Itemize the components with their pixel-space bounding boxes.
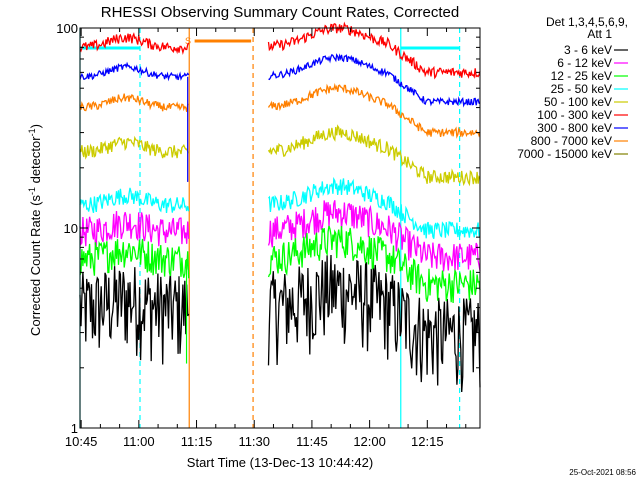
legend-label-3: 25 - 50 keV: [551, 82, 612, 96]
legend-label-8: 7000 - 15000 keV: [517, 147, 612, 161]
series-line-7-pre: [79, 93, 189, 112]
series-line-0-pre: [79, 266, 190, 365]
y-axis-label-sup2: -1: [27, 128, 37, 136]
series-line-1-post: [267, 200, 481, 272]
legend-label-1: 6 - 12 keV: [557, 56, 612, 70]
saa-label: S: [185, 36, 191, 46]
series-line-0-post: [267, 254, 481, 393]
x-tick-label-0: 10:45: [65, 434, 98, 449]
legend-header-line2: Att 1: [587, 27, 612, 41]
legend-label-6: 300 - 800 keV: [537, 121, 612, 135]
series-line-6-pre: [79, 61, 190, 82]
legend-header-line1: Det 1,3,4,5,6,9,: [546, 15, 628, 29]
timestamp: 25-Oct-2021 08:56: [569, 468, 636, 477]
legend-label-5: 100 - 300 keV: [537, 108, 612, 122]
y-tick-label-1: 10: [64, 221, 78, 236]
legend-label-0: 3 - 6 keV: [564, 43, 612, 57]
chart-title: RHESSI Observing Summary Count Rates, Co…: [101, 4, 459, 21]
series-line-4-pre: [79, 135, 190, 160]
y-axis-label: Corrected Count Rate (s-1 detector-1): [27, 124, 43, 336]
x-tick-label-2: 11:15: [181, 434, 213, 449]
series-line-7-post: [267, 82, 481, 139]
series-line-5-post: [267, 21, 481, 80]
y-tick-label-2: 100: [56, 21, 78, 36]
x-tick-label-1: 11:00: [123, 434, 155, 449]
x-tick-label-4: 11:45: [296, 434, 328, 449]
x-tick-label-3: 11:30: [238, 434, 270, 449]
x-axis-label: Start Time (13-Dec-13 10:44:42): [187, 455, 373, 470]
series-line-6-post: [268, 53, 481, 108]
x-tick-label-6: 12:15: [411, 434, 444, 449]
y-axis-label-main: Corrected Count Rate (s: [28, 195, 43, 336]
series-line-1-pre: [79, 211, 190, 248]
legend-label-4: 50 - 100 keV: [544, 95, 612, 109]
series-line-3-pre: [79, 187, 190, 214]
y-axis-label-mid: detector: [28, 136, 43, 187]
series-line-2-post: [267, 225, 481, 304]
y-axis-label-end: ): [28, 124, 43, 128]
legend-label-2: 12 - 25 keV: [551, 69, 612, 83]
y-tick-label-0: 1: [71, 421, 78, 436]
series-line-5-pre: [79, 32, 190, 56]
x-tick-label-5: 12:00: [353, 434, 386, 449]
svg-text:Corrected Count Rate (s-1 dete: Corrected Count Rate (s-1 detector-1): [27, 124, 43, 336]
y-axis-label-sup1: -1: [27, 187, 37, 195]
series-line-4-post: [267, 124, 481, 187]
series-line-2-pre: [79, 238, 190, 279]
series-line-3-post: [268, 176, 481, 239]
legend-label-7: 800 - 7000 keV: [531, 134, 612, 148]
